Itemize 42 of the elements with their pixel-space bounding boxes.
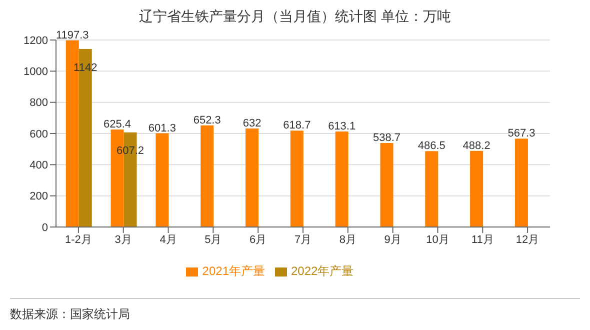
- data-label: 601.3: [148, 122, 176, 134]
- data-label: 613.1: [328, 120, 356, 132]
- data-label: 618.7: [283, 120, 311, 132]
- bar: [156, 133, 169, 227]
- legend-label: 2022年产量: [291, 264, 354, 278]
- y-tick-label: 1000: [24, 66, 48, 78]
- x-tick-label: 5月: [204, 234, 222, 246]
- data-label: 652.3: [193, 114, 221, 126]
- x-tick-label: 6月: [250, 234, 267, 246]
- bar: [380, 143, 394, 227]
- y-tick-label: 200: [30, 190, 48, 203]
- data-label: 632: [242, 118, 262, 130]
- data-label: 1197.3: [56, 29, 89, 42]
- x-tick-label: 7月: [294, 234, 312, 246]
- bar: [246, 128, 259, 227]
- data-label: 567.3: [508, 128, 536, 140]
- x-tick-label: 12月: [516, 234, 540, 246]
- x-tick-label: 4月: [160, 234, 177, 246]
- bar: [335, 131, 348, 227]
- x-tick-label: 8月: [339, 234, 356, 246]
- data-label: 625.4: [104, 118, 132, 131]
- data-label: 486.5: [418, 140, 446, 152]
- y-tick-label: 400: [30, 160, 48, 172]
- x-tick-label: 9月: [384, 234, 402, 246]
- y-tick-label: 1200: [24, 34, 48, 47]
- y-tick-label: 800: [30, 97, 48, 110]
- bar: [290, 130, 304, 227]
- x-tick-label: 3月: [114, 234, 132, 246]
- source-note: 数据来源：国家统计局: [10, 306, 130, 323]
- data-label: 488.2: [462, 140, 490, 152]
- data-label: 538.7: [372, 132, 401, 144]
- y-tick-label: 0: [42, 222, 48, 234]
- y-tick-label: 600: [30, 128, 48, 140]
- bar: [200, 125, 214, 227]
- x-tick-label: 11月: [471, 234, 494, 246]
- bar: [425, 151, 438, 227]
- bar: [470, 150, 484, 227]
- bar: [514, 138, 528, 227]
- x-tick-label: 10月: [426, 234, 450, 246]
- legend-label: 2021年产量: [202, 264, 265, 278]
- x-tick-label: 1-2月: [65, 234, 92, 246]
- chart-title: 辽宁省生铁产量分月（当月值）统计图 单位：万吨: [138, 8, 452, 26]
